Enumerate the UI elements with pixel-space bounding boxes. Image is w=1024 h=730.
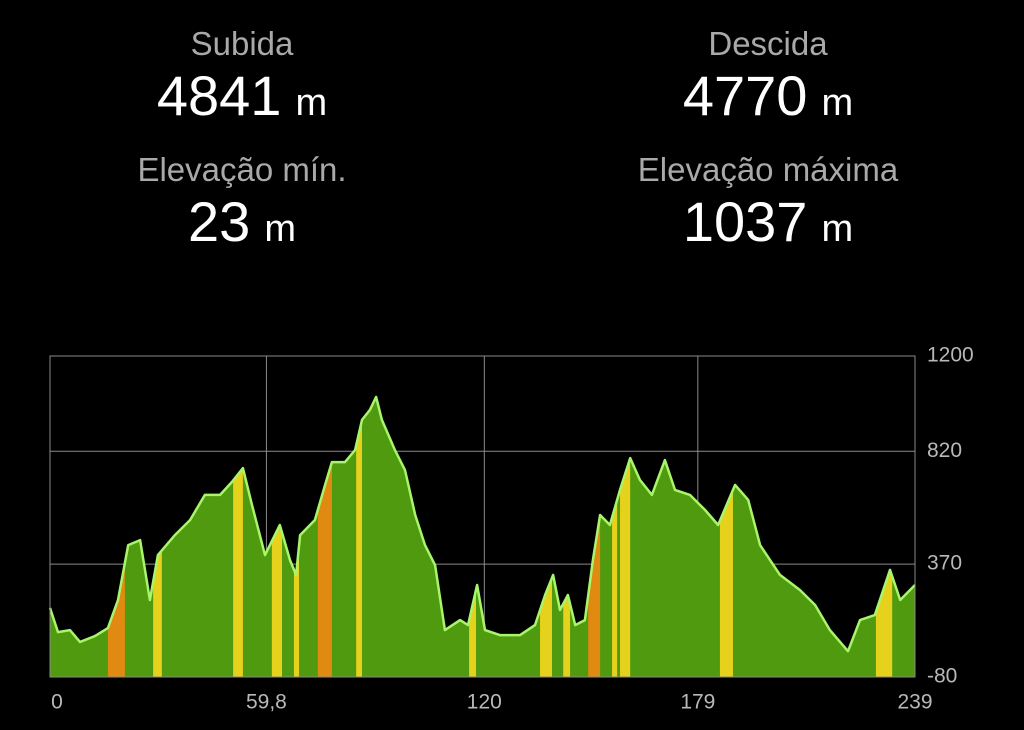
slope-band: [233, 396, 243, 677]
stat-label: Elevação mín.: [137, 151, 347, 188]
x-tick-label: 179: [680, 691, 715, 714]
slope-band: [107, 396, 125, 677]
x-tick-label: 239: [897, 691, 932, 714]
stat-value: 4770: [682, 64, 808, 127]
slope-band: [612, 396, 618, 677]
slope-band: [620, 396, 631, 677]
x-tick-label: 120: [467, 691, 502, 714]
y-tick-label: 370: [927, 552, 962, 575]
slope-band: [563, 396, 571, 677]
stat-value: 1037: [682, 190, 808, 253]
stat-value: 4841: [156, 64, 282, 127]
slope-band: [153, 396, 162, 677]
stat: Elevação máxima 1037 m: [568, 150, 968, 254]
stat-unit: m: [821, 82, 854, 124]
stat-value: 23: [188, 190, 251, 253]
slope-band: [271, 396, 282, 677]
stat: Subida 4841 m: [42, 24, 442, 128]
stat-value-row: 23 m: [42, 190, 442, 254]
y-tick-label: 1200: [927, 344, 974, 367]
x-tick-label: 59,8: [246, 691, 287, 714]
stat-value-row: 4841 m: [42, 64, 442, 128]
y-tick-label: 820: [927, 439, 962, 462]
slope-band: [875, 396, 893, 677]
slope-band: [540, 396, 552, 677]
stat: Elevação mín. 23 m: [42, 150, 442, 254]
stat-label: Subida: [190, 25, 294, 62]
y-tick-label: -80: [927, 665, 957, 688]
slope-band: [317, 396, 332, 677]
x-tick-label: 0: [51, 691, 63, 714]
slope-band: [469, 396, 476, 677]
stat-value-row: 4770 m: [568, 64, 968, 128]
stat: Descida 4770 m: [568, 24, 968, 128]
slope-band: [356, 396, 362, 677]
slope-band: [588, 396, 601, 677]
plot-frame: [49, 355, 916, 678]
slope-band: [293, 396, 300, 677]
stat-unit: m: [264, 208, 296, 250]
stat-unit: m: [821, 208, 854, 250]
stat-label: Descida: [708, 25, 828, 62]
stat-label: Elevação máxima: [637, 151, 899, 188]
stat-value-row: 1037 m: [568, 190, 968, 254]
profile-line: [48, 395, 916, 653]
stat-unit: m: [295, 82, 328, 124]
area: [50, 396, 915, 677]
